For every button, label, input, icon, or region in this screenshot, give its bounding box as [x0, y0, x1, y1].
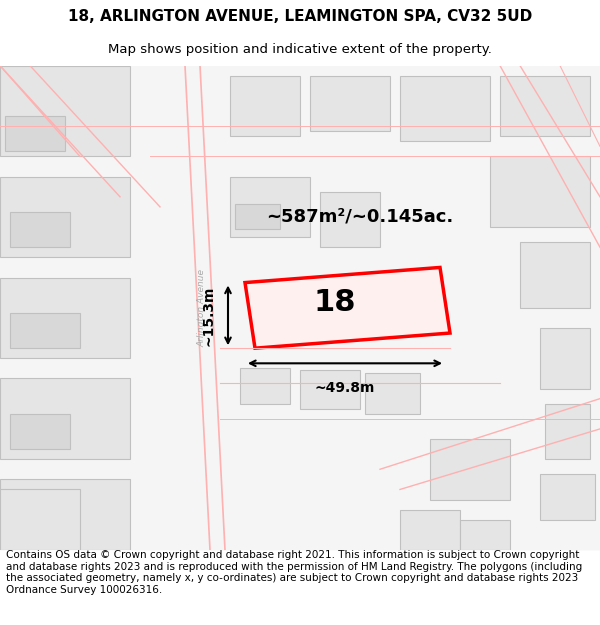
Polygon shape	[245, 268, 450, 348]
Bar	[5, 116, 65, 151]
Text: Map shows position and indicative extent of the property.: Map shows position and indicative extent…	[108, 42, 492, 56]
Bar	[300, 371, 360, 409]
Bar	[320, 192, 380, 248]
Bar	[10, 414, 70, 449]
Bar	[540, 328, 590, 389]
Bar	[0, 66, 130, 156]
Bar	[310, 76, 390, 131]
Bar	[540, 474, 595, 520]
Bar	[430, 439, 510, 499]
Bar	[0, 278, 130, 358]
Bar	[240, 368, 290, 404]
Bar	[0, 489, 80, 550]
Text: ~15.3m: ~15.3m	[202, 285, 216, 346]
Bar	[10, 313, 80, 348]
Bar	[0, 479, 130, 550]
Text: 18: 18	[314, 288, 356, 318]
Bar	[235, 204, 280, 229]
Bar	[0, 177, 130, 258]
Bar	[230, 76, 300, 136]
Bar	[500, 76, 590, 136]
Text: Arlington Avenue: Arlington Avenue	[197, 269, 206, 347]
Bar	[545, 404, 590, 459]
Text: ~587m²/~0.145ac.: ~587m²/~0.145ac.	[266, 208, 454, 226]
Bar	[490, 156, 590, 227]
Bar	[460, 520, 510, 550]
Bar	[400, 509, 460, 550]
Bar	[365, 373, 420, 414]
Text: 18, ARLINGTON AVENUE, LEAMINGTON SPA, CV32 5UD: 18, ARLINGTON AVENUE, LEAMINGTON SPA, CV…	[68, 9, 532, 24]
Bar	[230, 177, 310, 237]
Text: ~49.8m: ~49.8m	[315, 381, 375, 396]
Bar	[400, 76, 490, 141]
Bar	[10, 212, 70, 248]
Bar	[520, 242, 590, 308]
Text: Contains OS data © Crown copyright and database right 2021. This information is : Contains OS data © Crown copyright and d…	[6, 550, 582, 595]
Bar	[0, 379, 130, 459]
